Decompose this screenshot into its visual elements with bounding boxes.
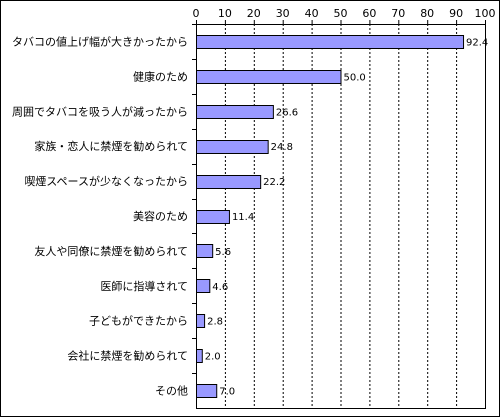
x-tick-label: 80 xyxy=(420,7,434,20)
bar xyxy=(196,244,214,258)
bar xyxy=(196,105,274,119)
category-labels: タバコの値上げ幅が大きかったから健康のため周囲でタバコを吸う人が減ったから家族・… xyxy=(12,34,188,397)
data-label: 2.8 xyxy=(207,317,223,328)
category-label: 周囲でタバコを吸う人が減ったから xyxy=(12,104,188,118)
x-tick-label: 0 xyxy=(193,7,200,20)
bar xyxy=(196,314,206,328)
data-label: 26.6 xyxy=(276,107,298,118)
bar xyxy=(196,140,269,154)
bars xyxy=(196,35,465,398)
data-label: 92.4 xyxy=(466,37,488,48)
bar xyxy=(196,349,203,363)
data-label: 5.6 xyxy=(215,247,231,258)
bar xyxy=(196,210,230,224)
data-label: 22.2 xyxy=(263,177,285,188)
value-labels: 92.4 50.0 26.6 24.8 22.2 11.4 5.6 4.6 2.8 2.0 7.0 xyxy=(205,37,489,397)
data-label: 4.6 xyxy=(212,282,228,293)
category-label: 医師に指導されて xyxy=(100,279,188,293)
x-tick-label: 40 xyxy=(305,7,319,20)
category-label: 健康のため xyxy=(133,69,188,83)
x-tick-label: 60 xyxy=(362,7,376,20)
bar xyxy=(196,384,218,398)
x-tick-label: 30 xyxy=(276,7,290,20)
category-label: タバコの値上げ幅が大きかったから xyxy=(12,34,188,48)
bar xyxy=(196,35,465,49)
category-label: 子どもができたから xyxy=(89,314,188,328)
data-label: 7.0 xyxy=(219,387,235,398)
category-label: 家族・恋人に禁煙を勧められて xyxy=(34,139,188,153)
bar xyxy=(196,70,342,84)
bar xyxy=(196,175,262,189)
category-label: 友人や同僚に禁煙を勧められて xyxy=(34,244,188,258)
data-label: 11.4 xyxy=(232,212,254,223)
data-label: 24.8 xyxy=(271,142,293,153)
x-tick-label: 100 xyxy=(475,7,496,20)
x-tick-label: 90 xyxy=(449,7,463,20)
x-tick-labels: 0 10 20 30 40 50 60 70 80 90 100 xyxy=(193,7,496,20)
data-label: 2.0 xyxy=(205,352,221,363)
x-tick-label: 50 xyxy=(334,7,348,20)
bar xyxy=(196,279,211,293)
x-tick-label: 20 xyxy=(247,7,261,20)
category-label: 喫煙スペースが少なくなったから xyxy=(24,174,188,188)
data-label: 50.0 xyxy=(344,72,366,83)
plot-border xyxy=(196,24,486,409)
axes xyxy=(192,20,486,409)
x-tick-label: 70 xyxy=(391,7,405,20)
category-label: その他 xyxy=(155,385,188,398)
category-label: 美容のため xyxy=(133,209,188,223)
category-label: 会社に禁煙を勧められて xyxy=(67,349,188,363)
x-tick-label: 10 xyxy=(218,7,232,20)
